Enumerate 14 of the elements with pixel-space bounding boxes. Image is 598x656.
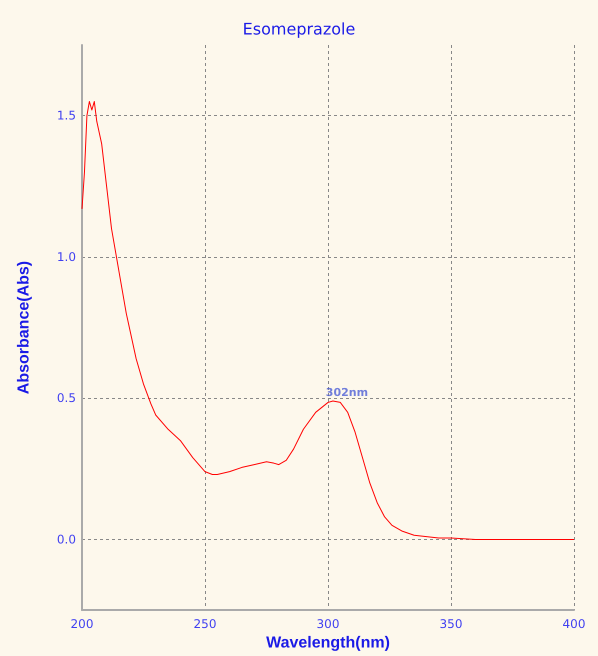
chart-title: Esomeprazole	[242, 20, 356, 38]
y-tick-label: 0.5	[56, 391, 76, 406]
y-axis-title: Absorbance(Abs)	[16, 260, 32, 394]
x-tick-label: 350	[440, 617, 462, 632]
line-series	[82, 101, 574, 540]
x-tick-label: 200	[70, 617, 94, 632]
x-tick-label: 300	[316, 617, 340, 632]
x-tick-label: 400	[562, 617, 586, 632]
annotation: 302nm	[326, 386, 368, 400]
y-tick-label: 1.0	[56, 250, 76, 264]
x-axis-title: Wavelength(nm)	[266, 634, 390, 652]
x-tick-label: 250	[194, 617, 216, 632]
y-tick-label: 1.5	[56, 108, 76, 123]
y-tick-label: 0.0	[56, 532, 76, 546]
